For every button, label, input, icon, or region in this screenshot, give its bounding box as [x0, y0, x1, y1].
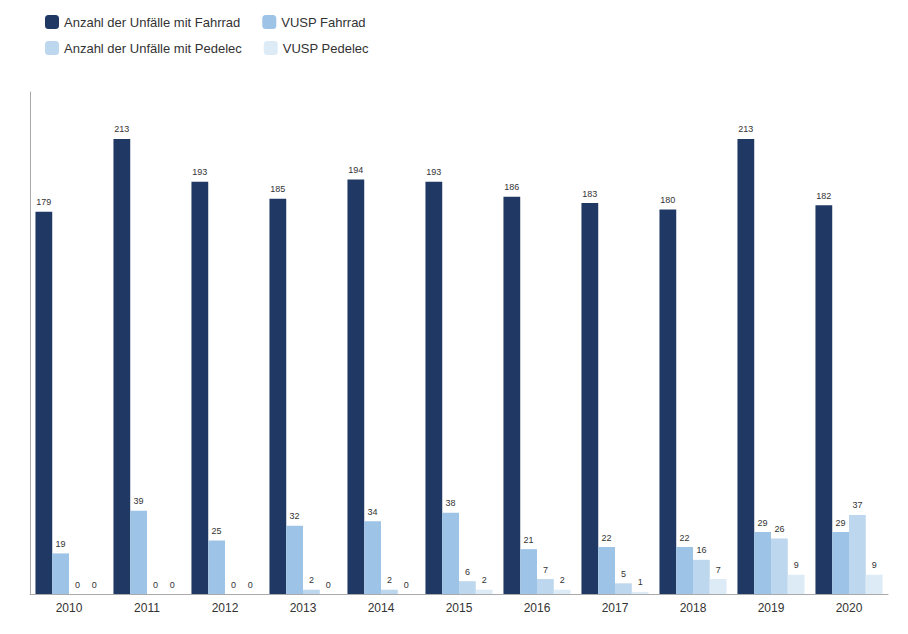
svg-text:182: 182: [816, 191, 831, 201]
svg-text:22: 22: [602, 533, 612, 543]
svg-text:29: 29: [836, 518, 846, 528]
svg-text:193: 193: [426, 167, 441, 177]
svg-text:186: 186: [504, 182, 519, 192]
svg-text:7: 7: [543, 565, 548, 575]
svg-text:21: 21: [524, 535, 534, 545]
svg-text:38: 38: [446, 498, 456, 508]
svg-text:0: 0: [75, 580, 80, 590]
svg-text:2014: 2014: [368, 601, 395, 615]
svg-text:2010: 2010: [56, 601, 83, 615]
svg-text:180: 180: [660, 195, 675, 205]
svg-text:213: 213: [738, 124, 753, 134]
svg-text:0: 0: [92, 580, 97, 590]
svg-text:6: 6: [465, 567, 470, 577]
svg-text:39: 39: [134, 496, 144, 506]
svg-text:2013: 2013: [290, 601, 317, 615]
svg-text:2012: 2012: [212, 601, 239, 615]
svg-text:26: 26: [774, 524, 784, 534]
svg-text:34: 34: [368, 507, 378, 517]
svg-text:1: 1: [638, 577, 643, 587]
svg-text:7: 7: [716, 565, 721, 575]
svg-text:0: 0: [326, 580, 331, 590]
svg-text:Anzahl der Unfälle mit Fahrrad: Anzahl der Unfälle mit Fahrrad: [64, 15, 240, 30]
svg-text:193: 193: [192, 167, 207, 177]
svg-text:16: 16: [696, 545, 706, 555]
svg-text:2016: 2016: [524, 601, 551, 615]
svg-text:2: 2: [482, 575, 487, 585]
svg-text:183: 183: [582, 189, 597, 199]
svg-text:0: 0: [231, 580, 236, 590]
svg-text:Anzahl der Unfälle mit Pedelec: Anzahl der Unfälle mit Pedelec: [64, 41, 242, 56]
svg-text:VUSP Pedelec: VUSP Pedelec: [283, 41, 369, 56]
svg-text:5: 5: [621, 569, 626, 579]
svg-text:2: 2: [560, 575, 565, 585]
svg-text:19: 19: [56, 539, 66, 549]
svg-text:VUSP Fahrrad: VUSP Fahrrad: [281, 15, 365, 30]
svg-text:2018: 2018: [680, 601, 707, 615]
svg-text:0: 0: [153, 580, 158, 590]
svg-text:37: 37: [852, 500, 862, 510]
svg-text:2: 2: [309, 575, 314, 585]
svg-text:194: 194: [348, 165, 363, 175]
svg-text:9: 9: [794, 560, 799, 570]
svg-text:2020: 2020: [836, 601, 863, 615]
svg-text:213: 213: [114, 124, 129, 134]
svg-text:22: 22: [680, 533, 690, 543]
svg-text:2: 2: [387, 575, 392, 585]
svg-text:2019: 2019: [758, 601, 785, 615]
svg-text:2015: 2015: [446, 601, 473, 615]
svg-text:29: 29: [758, 518, 768, 528]
svg-text:9: 9: [872, 560, 877, 570]
svg-text:32: 32: [290, 511, 300, 521]
svg-text:2017: 2017: [602, 601, 629, 615]
svg-text:2011: 2011: [134, 601, 160, 615]
svg-text:0: 0: [170, 580, 175, 590]
svg-text:0: 0: [248, 580, 253, 590]
svg-text:0: 0: [404, 580, 409, 590]
svg-text:185: 185: [270, 184, 285, 194]
svg-text:25: 25: [212, 526, 222, 536]
svg-text:179: 179: [36, 197, 51, 207]
